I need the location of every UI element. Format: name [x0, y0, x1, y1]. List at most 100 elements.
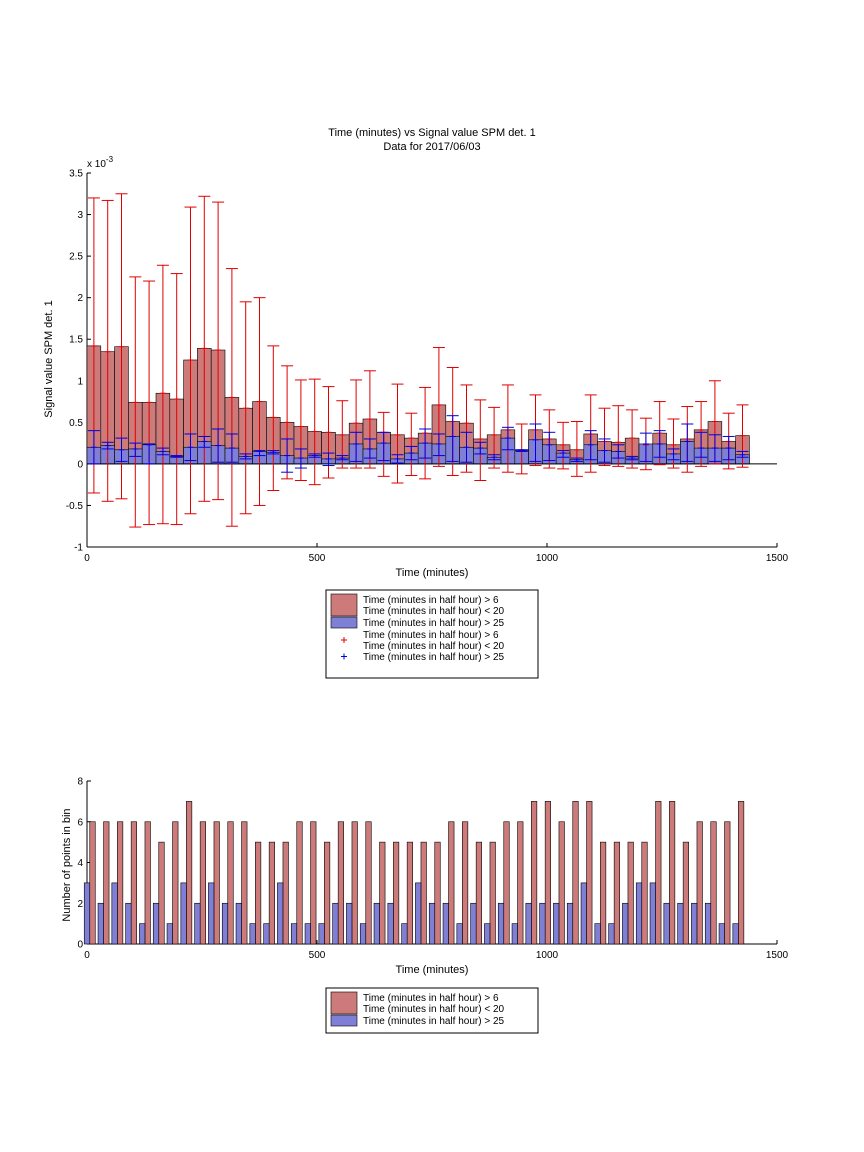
legend-label: Time (minutes in half hour) < 20	[363, 606, 505, 617]
errorbar-red	[198, 195, 211, 502]
count-bar-blue	[497, 902, 505, 945]
count-bar-blue	[166, 923, 173, 945]
errorbar-blue	[308, 453, 321, 458]
errorbar-blue	[722, 435, 735, 461]
errorbar-blue	[488, 454, 501, 461]
count-bar-red	[586, 801, 593, 945]
count-bar-red	[738, 801, 745, 945]
errorbar-blue	[736, 450, 749, 458]
count-bar-red	[406, 841, 413, 945]
count-bar-red	[103, 821, 110, 945]
legend-swatch	[330, 991, 358, 1015]
count-bar-red	[213, 821, 220, 945]
count-bar-blue	[594, 923, 601, 945]
count-bar-red	[531, 801, 538, 945]
count-bar-blue	[373, 902, 380, 945]
x-axis-label: Time (minutes)	[396, 964, 469, 976]
y-tick-label: 0	[77, 459, 83, 470]
count-bar-blue	[359, 923, 367, 945]
errorbar-blue	[460, 431, 473, 463]
count-bar-red	[310, 821, 317, 945]
count-bar-red	[337, 821, 344, 945]
count-bar-red	[379, 841, 386, 945]
count-bar-red	[268, 841, 275, 945]
count-bar-red	[241, 821, 248, 945]
errorbar-blue	[653, 430, 666, 458]
count-bar-red	[158, 841, 165, 945]
count-bar-red	[558, 821, 565, 945]
count-bar-blue	[263, 923, 270, 945]
legend-box	[325, 589, 539, 679]
legend-swatch	[330, 616, 358, 629]
y-axis-label: Signal value SPM det. 1	[43, 300, 55, 417]
count-bar-blue	[525, 902, 532, 945]
errorbar-blue	[501, 426, 514, 451]
y-tick-label: 4	[77, 858, 83, 869]
chart-subtitle: Data for 2017/06/03	[383, 141, 480, 153]
count-bar-red	[144, 821, 151, 945]
count-bar-red	[130, 821, 137, 945]
errorbar-blue	[184, 433, 197, 462]
count-bar-red	[420, 841, 427, 945]
count-bar-blue	[539, 902, 546, 945]
count-bar-red	[627, 841, 634, 945]
errorbar-blue	[598, 438, 611, 463]
errorbar-blue	[667, 448, 680, 461]
count-bar-blue	[704, 902, 712, 945]
count-bar-red	[282, 841, 289, 945]
count-bar-red	[462, 821, 469, 945]
errorbar-red	[474, 399, 487, 482]
y-tick-label: 3.5	[69, 169, 83, 180]
count-bar-red	[641, 841, 648, 945]
legend-label: Time (minutes in half hour) > 6	[363, 630, 499, 641]
count-bar-red	[724, 821, 731, 945]
errorbar-blue	[474, 441, 487, 455]
count-bar-blue	[290, 923, 298, 945]
errorbar-blue	[198, 435, 211, 448]
count-bar-red	[448, 821, 455, 945]
errorbar-blue	[101, 441, 114, 450]
count-bar-blue	[346, 902, 353, 945]
count-bar-blue	[456, 923, 463, 945]
count-bar-red	[172, 821, 179, 945]
x-tick-label: 1000	[536, 950, 559, 961]
y-exponent-label: x 10-3	[87, 155, 114, 170]
errorbar-blue	[129, 442, 142, 457]
errorbar-blue	[267, 450, 280, 455]
errorbar-red	[143, 280, 156, 526]
errorbar-blue	[225, 433, 238, 463]
legend-label: Time (minutes in half hour) > 25	[363, 652, 505, 663]
count-bar-blue	[622, 902, 629, 945]
errorbar-blue	[281, 438, 294, 473]
count-bar-red	[324, 841, 331, 945]
count-bar-blue	[484, 923, 491, 945]
count-bar-red	[365, 821, 372, 945]
errorbar-blue	[212, 428, 225, 463]
errorbar-blue	[253, 450, 266, 457]
errorbar-blue	[446, 415, 459, 462]
count-bar-blue	[677, 902, 684, 945]
count-bar-blue	[208, 882, 215, 945]
x-tick-label: 500	[309, 553, 326, 564]
count-bar-red	[613, 841, 620, 945]
count-bar-red	[503, 821, 510, 945]
count-bar-red	[393, 841, 400, 945]
count-bar-blue	[415, 882, 422, 945]
errorbar-red	[239, 301, 252, 515]
count-bar-blue	[553, 902, 560, 945]
count-bar-blue	[249, 923, 256, 945]
legend-swatch	[330, 1014, 358, 1027]
count-bar-blue	[608, 923, 615, 945]
errorbar-blue	[156, 447, 169, 456]
y-tick-label: -1	[74, 543, 83, 554]
errorbar-blue	[557, 450, 570, 458]
errorbar-blue	[584, 430, 597, 461]
errorbar-red	[405, 412, 418, 477]
errorbar-blue	[543, 431, 556, 462]
errorbar-blue	[708, 434, 721, 462]
count-bar-blue	[442, 902, 449, 945]
chart-title: Time (minutes) vs Signal value SPM det. …	[328, 127, 535, 139]
count-chart: 0 500 1000 1500 0 2 4 6 8 Time (minutes) Number …	[61, 777, 789, 977]
count-bar-blue	[332, 902, 339, 945]
